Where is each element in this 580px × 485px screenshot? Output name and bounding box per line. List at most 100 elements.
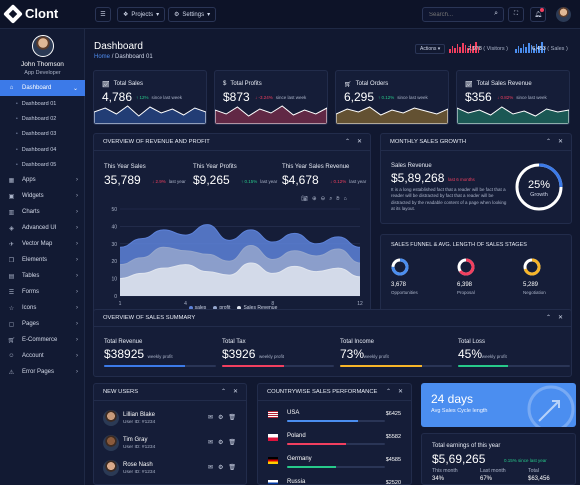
legend-item[interactable]: sales (188, 305, 206, 311)
new-users-card: NEW USERS ⌃ ✕ Lillian Blake User ID: #1234… (93, 383, 247, 485)
sidebar-item-forms[interactable]: ☰ Forms › (0, 284, 85, 300)
legend-item[interactable]: profit (213, 305, 230, 311)
sidebar-item-label: Charts (22, 209, 40, 216)
mail-icon[interactable]: ✉ (207, 415, 213, 421)
collapse-icon[interactable]: ⌃ (385, 389, 391, 395)
spark-bar (515, 49, 517, 53)
country-value: $5582 (385, 434, 401, 440)
magnify-icon[interactable]: ⌕ (329, 196, 333, 202)
user-row[interactable]: Rose Nash User ID: #1234 ✉ ⚙ 🗑︎ (94, 458, 246, 480)
sidebar-item-icons[interactable]: ☆ Icons › (0, 300, 85, 316)
fullscreen-button[interactable]: ⛶ (508, 7, 524, 22)
collapse-icon[interactable]: ⌃ (220, 389, 226, 395)
sidebar-subitem[interactable]: • Dashboard 04 (0, 142, 85, 157)
star-icon: ☆ (8, 305, 15, 312)
close-icon[interactable]: ✕ (557, 315, 563, 321)
menu-toggle-button[interactable]: ☰ (95, 7, 111, 22)
sidebar-subitem-label: Dashboard 03 (21, 131, 57, 138)
legend-label: Sales Revenue (243, 305, 278, 311)
close-icon[interactable]: ✕ (397, 389, 403, 395)
user-name: Lillian Blake (123, 412, 156, 418)
user-row[interactable]: Tim Gray User ID: #1234 ✉ ⚙ 🗑︎ (94, 433, 246, 455)
notifications-button[interactable]: 🔔︎ (530, 7, 546, 22)
kpi-change: ↑ 0.15% last year (241, 179, 277, 184)
growth-gauge (515, 163, 563, 211)
sidebar-item-tables[interactable]: ▤ Tables › (0, 268, 85, 284)
trash-icon[interactable]: 🗑︎ (228, 465, 236, 471)
search-icon[interactable]: ⌕ (494, 10, 498, 17)
sidebar-item-elements[interactable]: ❒ Elements › (0, 252, 85, 268)
kpi-change-note: last year (260, 179, 278, 184)
projects-button[interactable]: ❖ Projects ▾ (117, 7, 166, 22)
collapse-icon[interactable]: ⌃ (344, 139, 350, 145)
sidebar-subitem[interactable]: • Dashboard 02 (0, 111, 85, 126)
user-avatar (103, 460, 119, 476)
sidebar-item-advanced-ui[interactable]: ◈ Advanced UI › (0, 220, 85, 236)
sidebar-item-e-commerce[interactable]: 🛒︎ E-Commerce › (0, 332, 85, 348)
stat-label-text: Total Sales Revenue (476, 81, 532, 87)
user-row[interactable]: Lillian Blake User ID: #1234 ✉ ⚙ 🗑︎ (94, 408, 246, 430)
search-input[interactable] (423, 8, 485, 21)
sidebar-subitem[interactable]: • Dashboard 05 (0, 157, 85, 172)
close-icon[interactable]: ✕ (557, 139, 563, 145)
sidebar-item-charts[interactable]: ▥ Charts › (0, 204, 85, 220)
gear-icon[interactable]: ⚙ (217, 465, 224, 471)
stat-label-text: Total Orders (355, 81, 389, 87)
legend-item[interactable]: Sales Revenue (237, 305, 277, 311)
earnings-cell-value: 34% (432, 476, 445, 482)
close-icon[interactable]: ✕ (232, 389, 238, 395)
summary-label: Total Tax (222, 339, 246, 345)
mail-icon[interactable]: ✉ (207, 465, 213, 471)
summary-progress (340, 365, 452, 367)
sidebar-subitem[interactable]: • Dashboard 01 (0, 96, 85, 111)
collapse-icon[interactable]: ⌃ (545, 315, 551, 321)
top-avatar[interactable] (556, 7, 571, 22)
stat-value: 6,295 (344, 90, 375, 104)
user-name: Rose Nash (123, 462, 153, 468)
zoom-out-icon[interactable]: ⊖ (320, 196, 326, 202)
breadcrumb-home[interactable]: Home (94, 54, 111, 60)
sidebar-subitem-label: Dashboard 05 (21, 161, 57, 168)
user-actions: ✉ ⚙ 🗑︎ (208, 414, 236, 421)
reset-icon[interactable]: ⌂ (343, 196, 347, 202)
gear-icon[interactable]: ⚙ (217, 415, 224, 421)
visitors-label: ( Visitors ) (483, 46, 508, 52)
cycle-decoration (527, 385, 575, 427)
sidebar-item-label: Account (22, 353, 44, 360)
mail-icon[interactable]: ✉ (207, 440, 213, 446)
projects-label: Projects (131, 11, 154, 18)
revenue-profit-card: OVERVIEW OF REVENUE AND PROFIT ⌃ ✕ This Y… (93, 133, 371, 329)
trend-icon: 📈︎ (465, 82, 473, 88)
avatar[interactable] (31, 35, 54, 57)
trash-icon[interactable]: 🗑︎ (228, 415, 236, 421)
kpi-change: ↓ 2.9% last year (152, 179, 186, 184)
sidebar-item-account[interactable]: ☺ Account › (0, 348, 85, 364)
sidebar-item-vector-map[interactable]: ✈ Vector Map › (0, 236, 85, 252)
card-header: COUNTRYWISE SALES PERFORMANCE ⌃ ✕ (258, 384, 411, 401)
sidebar-item-error-pages[interactable]: ⚠ Error Pages › (0, 364, 85, 380)
kpi-change: ↓ 0.12% last year (330, 179, 366, 184)
trash-icon[interactable]: 🗑︎ (228, 440, 236, 446)
flag-icon (268, 480, 278, 484)
sidebar-subitem[interactable]: • Dashboard 03 (0, 127, 85, 142)
gear-icon[interactable]: ⚙ (217, 440, 224, 446)
actions-dropdown[interactable]: Actions ▾ (415, 44, 446, 54)
sidebar-item-pages[interactable]: ▢ Pages › (0, 316, 85, 332)
card-title: OVERVIEW OF REVENUE AND PROFIT (103, 139, 210, 145)
earnings-card: Total earnings of this year $5,69,265 0.… (421, 433, 576, 485)
collapse-icon[interactable]: ⌃ (545, 139, 551, 145)
spark-bar (533, 48, 535, 53)
close-icon[interactable]: ✕ (356, 139, 362, 145)
zoom-in-icon[interactable]: ⊕ (311, 196, 317, 202)
sidebar-item-widgets[interactable]: ▣ Widgets › (0, 188, 85, 204)
sidebar-item-dashboard[interactable]: ⌂ Dashboard ⌄ (0, 80, 85, 96)
kpi-value: 35,789 (104, 173, 141, 187)
settings-button[interactable]: ⚙ Settings ▾ (168, 7, 217, 22)
sales-stat: 6,453 ( Sales ) (532, 46, 568, 52)
pan-icon[interactable]: ✋︎ (336, 196, 340, 202)
sidebar-item-label: Pages (22, 321, 40, 328)
search-box: ⌕ (422, 7, 504, 22)
sidebar-item-apps[interactable]: ▦ Apps › (0, 172, 85, 188)
camera-icon[interactable]: 📷︎ (301, 196, 308, 202)
logo[interactable]: Clont (3, 3, 58, 24)
